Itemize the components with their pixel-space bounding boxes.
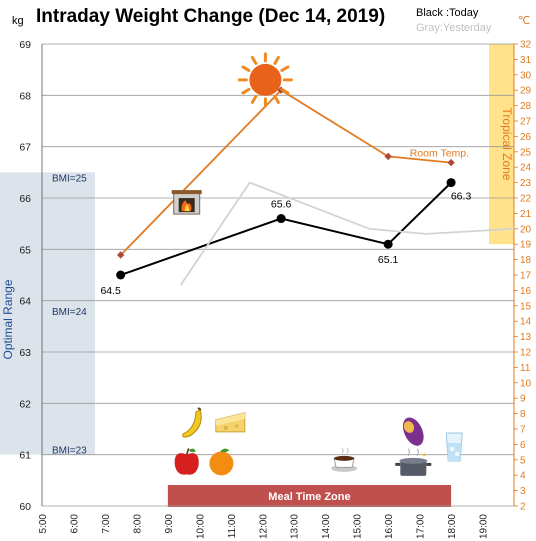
y-left-tick-label: 66 (19, 193, 31, 205)
room-temp-point (116, 251, 125, 259)
right-axis-unit: ℃ (518, 15, 530, 27)
today-data-label: 66.3 (451, 191, 472, 203)
x-tick-label: 19:00 (479, 514, 490, 539)
y-right-tick-label: 16 (520, 286, 532, 297)
meal-time-zone-band (167, 485, 452, 507)
x-tick-label: 13:00 (290, 514, 301, 539)
today-line (120, 181, 452, 276)
fireplace-icon (171, 190, 202, 215)
y-right-tick-label: 7 (520, 425, 526, 436)
y-right-tick-label: 29 (520, 86, 532, 97)
y-right-tick-label: 20 (520, 224, 532, 235)
y-left-tick-label: 61 (19, 450, 31, 462)
today-data-label: 65.1 (378, 254, 399, 266)
y-right-tick-label: 17 (520, 271, 532, 282)
room-temp-point (447, 158, 455, 167)
y-right-tick-label: 30 (520, 70, 532, 81)
x-tick-label: 11:00 (227, 514, 238, 539)
today-data-label: 64.5 (100, 285, 121, 297)
today-point (116, 270, 126, 280)
y-right-tick-label: 3 (520, 486, 526, 497)
y-right-tick-label: 14 (520, 317, 532, 328)
y-right-tick-label: 25 (520, 147, 532, 158)
today-data-label: 65.6 (271, 199, 292, 211)
y-right-tick-label: 12 (520, 348, 532, 359)
x-tick-label: 17:00 (416, 514, 427, 539)
x-tick-label: 18:00 (447, 514, 458, 539)
x-tick-label: 5:00 (38, 514, 49, 534)
legend-yesterday: Gray:Yesterday (416, 22, 492, 34)
y-right-tick-label: 13 (520, 332, 532, 343)
cooking-pot-icon (395, 448, 432, 476)
y-left-tick-label: 63 (19, 347, 31, 359)
y-right-tick-label: 6 (520, 440, 526, 451)
tropical-zone-label: Tropical Zone (500, 108, 514, 181)
bmi-label: BMI=23 (52, 446, 87, 457)
y-right-tick-label: 22 (520, 194, 532, 205)
x-tick-label: 9:00 (164, 514, 175, 534)
today-point (276, 214, 286, 224)
y-right-tick-label: 23 (520, 178, 532, 189)
legend-today: Black :Today (416, 7, 479, 19)
room-temp-label: Room Temp. (410, 148, 469, 160)
y-right-tick-label: 2 (520, 502, 526, 513)
y-left-tick-label: 68 (19, 90, 31, 102)
optimal-range-label: Optimal Range (1, 279, 15, 359)
y-right-tick-label: 21 (520, 209, 532, 220)
y-right-tick-label: 9 (520, 394, 526, 405)
banana-icon (182, 407, 202, 438)
y-left-tick-label: 65 (19, 244, 31, 256)
y-right-tick-label: 27 (520, 117, 532, 128)
y-left-tick-label: 62 (19, 398, 31, 410)
room_temp-line (120, 89, 452, 256)
y-right-tick-label: 18 (520, 255, 532, 266)
y-left-tick-label: 69 (19, 39, 31, 51)
y-right-tick-label: 31 (520, 55, 532, 66)
x-tick-label: 10:00 (195, 514, 206, 539)
y-right-tick-label: 28 (520, 101, 532, 112)
y-right-tick-label: 26 (520, 132, 532, 143)
x-tick-label: 15:00 (353, 514, 364, 539)
y-right-tick-label: 10 (520, 378, 532, 389)
x-tick-label: 14:00 (321, 514, 332, 539)
x-tick-label: 12:00 (258, 514, 269, 539)
y-right-tick-label: 15 (520, 301, 532, 312)
y-right-tick-label: 24 (520, 163, 532, 174)
y-right-tick-label: 4 (520, 471, 526, 482)
today-point (383, 239, 393, 249)
sun-icon (237, 52, 293, 108)
x-tick-label: 16:00 (384, 514, 395, 539)
cheese-icon (215, 412, 246, 433)
y-right-tick-label: 11 (520, 363, 531, 374)
yesterday-line (179, 181, 515, 286)
bmi-label: BMI=25 (52, 173, 87, 184)
tropical-zone-band (489, 44, 514, 245)
bmi-label: BMI=24 (52, 307, 87, 318)
y-right-tick-label: 19 (520, 240, 532, 251)
x-tick-label: 6:00 (69, 514, 80, 534)
coffee-icon (331, 448, 358, 472)
y-right-tick-label: 5 (520, 455, 526, 466)
apple-icon (174, 448, 199, 475)
water-glass-icon (445, 432, 463, 462)
meal-time-zone-label: Meal Time Zone (268, 491, 350, 503)
chart-title: Intraday Weight Change (Dec 14, 2019) (36, 6, 385, 27)
sweet-potato-icon (402, 417, 424, 446)
y-right-tick-label: 8 (520, 409, 526, 420)
orange-icon (209, 448, 234, 476)
y-right-tick-label: 32 (520, 40, 532, 51)
y-left-tick-label: 60 (19, 501, 31, 513)
optimal-range-band (0, 172, 95, 455)
x-tick-label: 8:00 (132, 514, 143, 534)
today-point (446, 178, 456, 188)
y-left-tick-label: 67 (19, 142, 31, 154)
x-tick-label: 7:00 (101, 514, 112, 534)
left-axis-unit: kg (12, 15, 24, 27)
y-left-tick-label: 64 (19, 296, 31, 308)
